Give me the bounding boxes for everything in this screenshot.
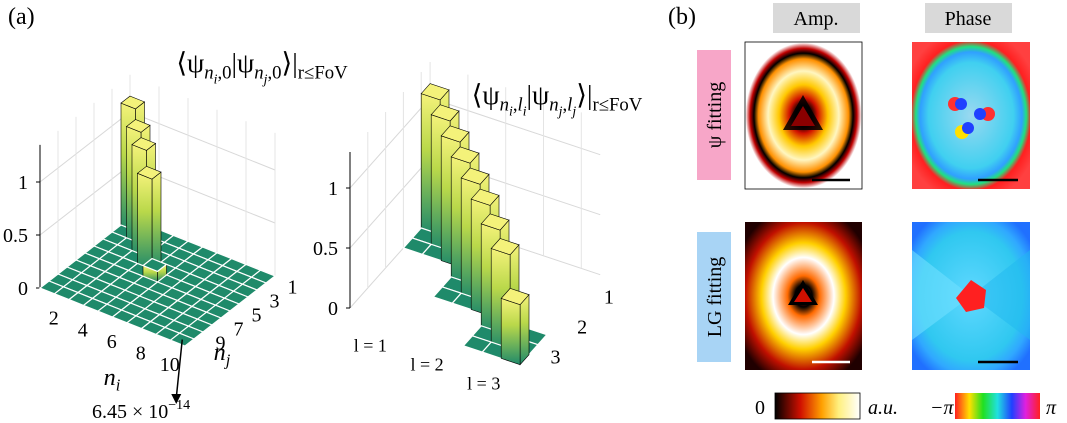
amp-image (745, 42, 862, 189)
x-tick-label: 6 (107, 331, 117, 353)
y-tick-label: 3 (550, 347, 560, 369)
column-header: Phase (945, 8, 992, 30)
bar (501, 288, 529, 364)
annotation: 6.45 × 10−14 (92, 398, 190, 423)
colorbar (955, 393, 1040, 419)
y-axis-label: nj (214, 339, 231, 370)
panel-label: (b) (668, 4, 696, 30)
z-tick-label: 0.5 (3, 225, 28, 247)
chart-title: ⟨ψni,li|ψnj,lj⟩|r≤FoV (472, 79, 643, 118)
charts: 00.5124681013579⟨ψni,0|ψnj,0⟩|r≤FoVninj6… (3, 47, 643, 423)
annotation-part: −14 (168, 398, 190, 413)
bar-face (152, 172, 161, 269)
phase-image (912, 222, 1030, 370)
z-tick-label: 1 (328, 178, 338, 200)
bar-face (501, 298, 520, 364)
chart-title-part: ⟨ψ (472, 79, 500, 110)
chart-title-part: r≤FoV (592, 94, 642, 115)
x-axis-label-part: n (104, 364, 116, 391)
colorbar-label: a.u. (868, 397, 898, 419)
z-tick-label: 0.5 (313, 238, 338, 260)
y-axis-label-part: j (224, 351, 231, 370)
bar-face (520, 295, 529, 365)
chart-title-part: ,0 (267, 62, 281, 83)
x-tick-label: 4 (78, 319, 88, 341)
y-tick-label: 1 (288, 277, 298, 299)
y-tick-label: 2 (577, 317, 587, 339)
z-tick-label: 0 (18, 278, 28, 300)
chart-title-part: n (549, 94, 558, 115)
chart-title-part: |ψ (232, 47, 255, 78)
chart-title: ⟨ψni,0|ψnj,0⟩|r≤FoV (176, 47, 348, 86)
colorbar-label: 0 (755, 397, 765, 419)
row-label: LG fitting (704, 257, 726, 338)
chart-title-part: n (204, 62, 213, 83)
colorbar-label: −π (930, 397, 954, 419)
chart-title-part: ⟩| (576, 79, 592, 110)
y-axis-label-part: n (214, 339, 226, 366)
x-axis-label: ni (104, 364, 121, 395)
x-tick-label: l = 3 (467, 373, 500, 393)
chart-title-part: ,0 (217, 62, 231, 83)
colorbar-label: π (1046, 397, 1057, 419)
chart-title-part: r≤FoV (298, 62, 348, 83)
phase-image (912, 42, 1030, 189)
y-tick-label: 7 (234, 319, 244, 341)
x-tick-label: 8 (136, 343, 146, 365)
y-tick-label: 3 (270, 291, 280, 313)
x-tick-label: 10 (160, 354, 180, 376)
chart-title-part: ⟨ψ (176, 47, 204, 78)
chart-title-part: ⟩| (282, 47, 298, 78)
column-header: Amp. (794, 8, 839, 30)
annotation-part: 6.45 × 10 (92, 401, 168, 423)
x-tick-label: l = 2 (410, 354, 443, 374)
z-tick-label: 0 (328, 298, 338, 320)
y-tick-label: 1 (604, 287, 614, 309)
y-tick-label: 5 (252, 305, 262, 327)
x-tick-label: 2 (49, 308, 59, 330)
amp-image (745, 222, 862, 370)
chart-title-part: n (254, 62, 263, 83)
bar (138, 166, 162, 269)
chart-title-part: |ψ (527, 79, 550, 110)
z-tick-label: 1 (18, 172, 28, 194)
row-label: ψ fitting (704, 82, 726, 148)
chart-title-part: n (500, 94, 509, 115)
colorbar (775, 393, 860, 419)
x-tick-label: l = 1 (354, 335, 387, 355)
bar-face (138, 173, 153, 269)
panel-label: (a) (8, 4, 35, 30)
x-axis-label-part: i (116, 376, 121, 395)
figure: (a) (b) Amp. Phase ψ fitting LG fitting … (0, 0, 1067, 423)
